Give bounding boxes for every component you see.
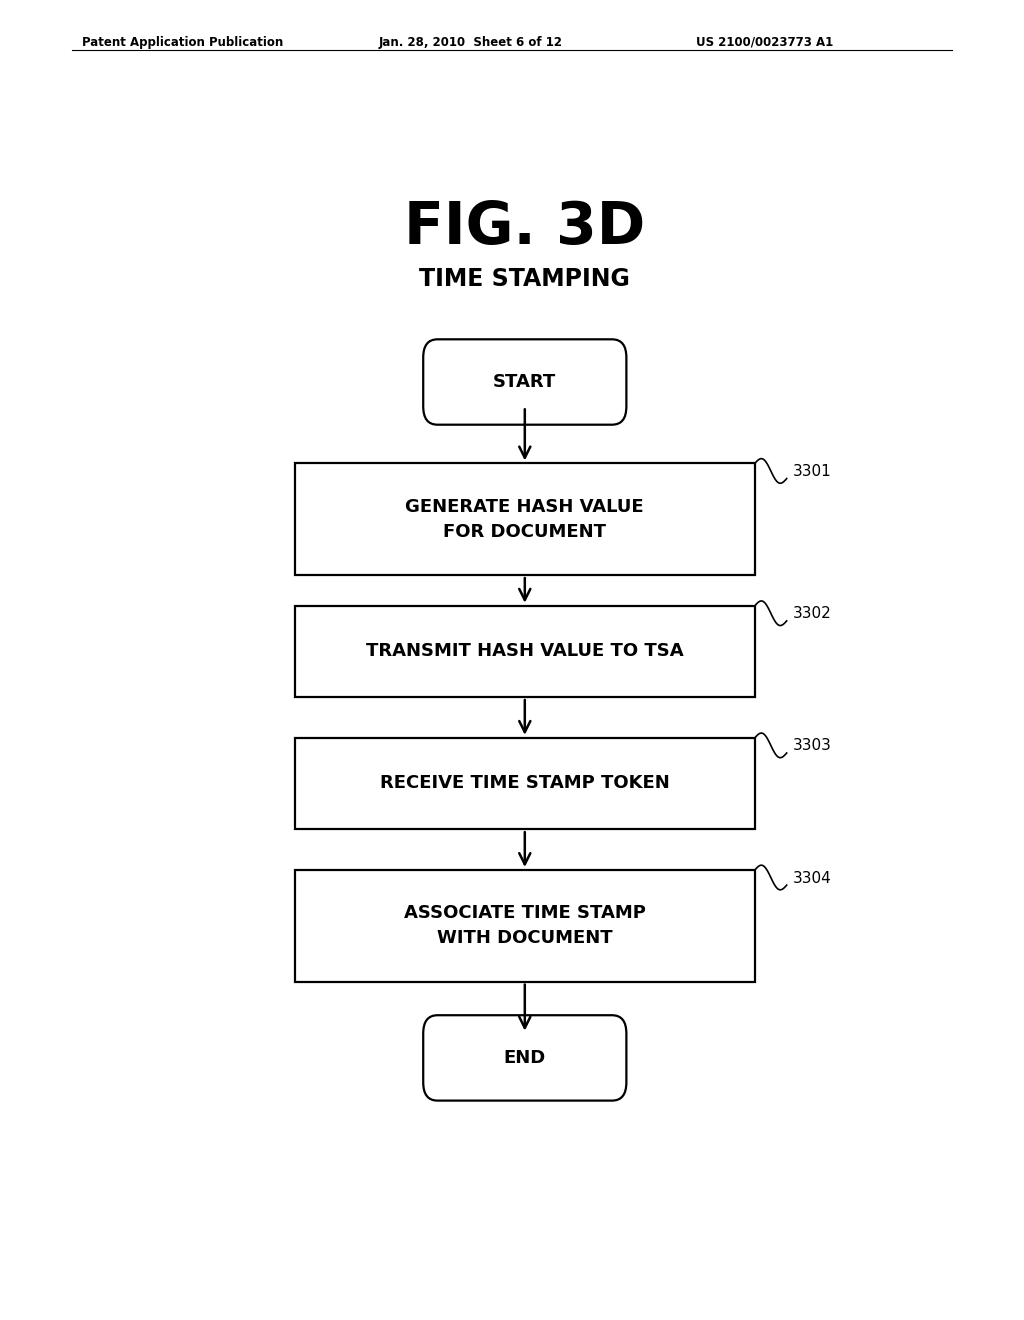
Text: END: END bbox=[504, 1049, 546, 1067]
Text: FIG. 3D: FIG. 3D bbox=[404, 199, 645, 256]
Text: GENERATE HASH VALUE
FOR DOCUMENT: GENERATE HASH VALUE FOR DOCUMENT bbox=[406, 498, 644, 541]
Text: 3304: 3304 bbox=[793, 870, 831, 886]
Text: US 2100/0023773 A1: US 2100/0023773 A1 bbox=[696, 36, 834, 49]
Text: START: START bbox=[494, 374, 556, 391]
Text: ASSOCIATE TIME STAMP
WITH DOCUMENT: ASSOCIATE TIME STAMP WITH DOCUMENT bbox=[403, 904, 646, 948]
FancyBboxPatch shape bbox=[423, 339, 627, 425]
Text: 3301: 3301 bbox=[793, 463, 831, 479]
Bar bbox=[295, 738, 755, 829]
Text: Patent Application Publication: Patent Application Publication bbox=[82, 36, 284, 49]
Text: TRANSMIT HASH VALUE TO TSA: TRANSMIT HASH VALUE TO TSA bbox=[366, 643, 684, 660]
Text: 3302: 3302 bbox=[793, 606, 831, 622]
Text: 3303: 3303 bbox=[793, 738, 831, 754]
Text: TIME STAMPING: TIME STAMPING bbox=[420, 267, 630, 292]
Bar bbox=[295, 870, 755, 982]
Bar bbox=[295, 606, 755, 697]
Text: Jan. 28, 2010  Sheet 6 of 12: Jan. 28, 2010 Sheet 6 of 12 bbox=[379, 36, 563, 49]
Bar bbox=[295, 463, 755, 576]
Text: RECEIVE TIME STAMP TOKEN: RECEIVE TIME STAMP TOKEN bbox=[380, 775, 670, 792]
FancyBboxPatch shape bbox=[423, 1015, 627, 1101]
